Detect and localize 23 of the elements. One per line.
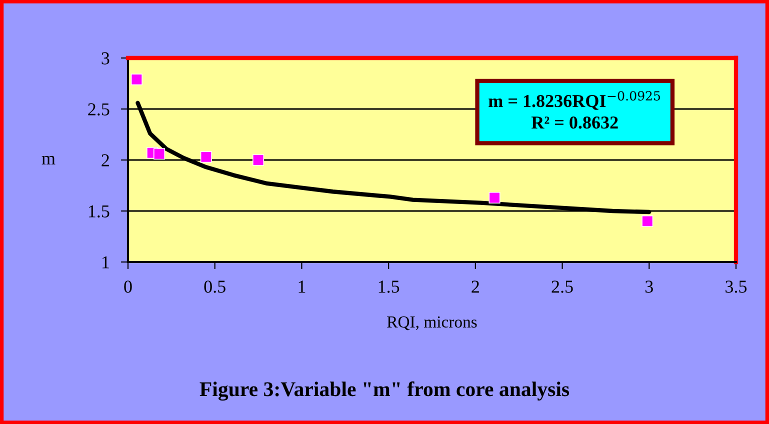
point [252, 154, 264, 166]
y-axis-title: m [42, 156, 56, 164]
x-tick-label: 2.5 [552, 280, 573, 293]
y-tick-label: 2 [102, 154, 109, 166]
point [130, 74, 142, 86]
x-tick-label: 0.5 [204, 280, 226, 293]
point [488, 192, 500, 204]
x-axis-title: RQI, microns [387, 316, 477, 330]
x-tick-label: 3.5 [726, 280, 747, 293]
text: Figure 3:Variable "m" from core analysis [200, 381, 570, 401]
y-tick-label: 1.5 [88, 205, 110, 218]
text: m = 1.8236RQI$^{−0.0925}$ R² = 0.8632 [488, 91, 660, 129]
y-tick-label: 1 [102, 256, 109, 268]
x-tick-label: 3 [645, 280, 653, 293]
y-tick-label: 3 [102, 52, 110, 64]
x-tick-label: 1 [298, 280, 306, 293]
x-tick-label: 1.5 [378, 280, 400, 293]
point [200, 151, 212, 163]
y-tick-label: 2.5 [88, 103, 110, 116]
x-tick-label: 0 [124, 280, 132, 293]
x-tick-label: 2 [472, 280, 479, 293]
point [153, 148, 166, 160]
point [642, 215, 654, 227]
